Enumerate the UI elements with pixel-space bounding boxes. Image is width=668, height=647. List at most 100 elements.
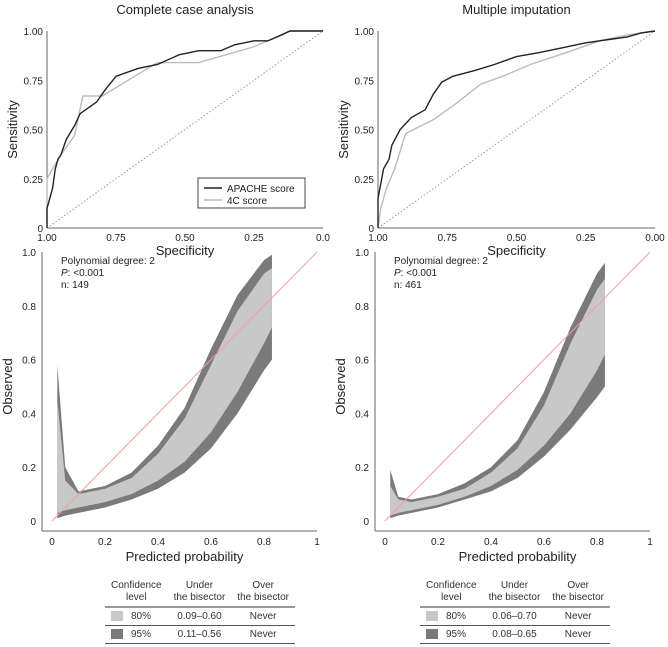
th: the bisector [237,592,289,603]
cell: Never [231,607,295,626]
annotation-n: n: 461 [394,280,422,291]
y-axis-label: Sensitivity [5,100,20,159]
y-tick-label: 0.2 [355,463,369,474]
x-tick-label: 0.50 [175,233,195,244]
y-tick-label: 0.4 [355,409,369,420]
x-tick-label: 1 [647,537,653,548]
y-tick-label: 0 [30,517,36,528]
table-row: 80% 0.09–0.60 Never [105,607,295,626]
bisector-line [384,251,651,522]
y-tick-label: 0.2 [22,463,36,474]
x-axis-label: Predicted probability [126,549,244,564]
y-tick-label: 1.0 [355,248,369,259]
x-tick-label: 0.8 [257,537,271,548]
th-level: Confidence level [105,580,168,608]
x-tick-label: 1 [314,537,320,548]
swatch-80 [426,611,438,622]
y-tick-label: 0.75 [355,76,375,87]
th: the bisector [552,592,604,603]
table-row: 95% 0.08–0.65 Never [420,625,610,644]
cell: 0.11–0.56 [167,625,232,644]
y-tick-label: 0.75 [24,76,44,87]
x-tick-label: 0.2 [431,537,445,548]
th: the bisector [488,592,541,603]
swatch-95 [426,629,438,640]
th: Confidence [426,580,477,591]
annotation-n: n: 149 [61,280,89,291]
x-axis-label: Predicted probability [459,549,577,564]
x-tick-label: 0.25 [576,233,596,244]
x-tick-label: 0.25 [244,233,264,244]
roc-curve-apache [46,30,323,228]
ci-table-right: Confidence level Under the bisector Over th… [420,580,610,644]
cell: Never [546,625,610,644]
x-tick-label: 0.8 [590,537,604,548]
y-tick-label: 0.4 [22,409,36,420]
y-tick-label: 0.25 [24,175,44,186]
x-tick-label: 1.00 [37,233,57,244]
cell: Never [546,607,610,626]
y-axis-label: Sensitivity [336,100,351,159]
y-tick-label: 0 [37,224,43,235]
x-axis-label: Specificity [156,243,215,258]
th-level: Confidence level [420,580,483,608]
chart-title: Multiple imputation [462,2,570,17]
cell: 0.06–0.70 [482,607,547,626]
y-tick-label: 0 [363,517,369,528]
legend-label-4c: 4C score [227,196,267,207]
cell: 0.08–0.65 [482,625,547,644]
cell: 95% [446,629,467,640]
roc-curve-apache [377,30,656,228]
ci80-band [57,268,272,513]
y-tick-label: 1.0 [22,248,36,259]
x-tick-label: 0.4 [151,537,165,548]
th: level [441,592,462,603]
x-tick-label: 1.00 [368,233,388,244]
th: the bisector [173,592,226,603]
cell: 0.09–0.60 [167,607,232,626]
th-under: Under the bisector [167,580,232,608]
y-tick-label: 1.00 [355,27,375,38]
th: Under [500,580,529,591]
th-over: Over the bisector [546,580,610,608]
th-under: Under the bisector [482,580,547,608]
cell: 80% [446,611,467,622]
y-tick-label: 0 [368,224,374,235]
y-tick-label: 1.00 [24,27,44,38]
y-tick-label: 0.6 [22,356,36,367]
x-tick-label: 0.00 [645,233,665,244]
x-tick-label: 0.6 [537,537,551,548]
swatch-80 [111,611,123,622]
annotation-p: P: <0.001 [394,268,438,279]
th: Confidence [111,580,162,591]
th: Under [185,580,214,591]
y-tick-label: 0.50 [355,126,375,137]
th-over: Over the bisector [231,580,295,608]
y-tick-label: 0.8 [355,302,369,313]
cell: 95% [131,629,152,640]
y-tick-label: 0.6 [355,356,369,367]
ci80-band [390,278,605,516]
annotation-degree: Polynomial degree: 2 [61,256,155,267]
y-axis-label: Observed [333,358,348,414]
th: level [126,592,147,603]
chart-title: Complete case analysis [116,2,254,17]
ci-table-left: Confidence level Under the bisector Over th… [105,580,295,644]
bisector-line [51,251,318,522]
y-tick-label: 0.8 [22,302,36,313]
x-tick-label: 0.6 [204,537,218,548]
y-axis-label: Observed [0,358,15,414]
x-tick-label: 0.2 [98,537,112,548]
reference-diagonal [377,30,656,229]
th: Over [252,580,274,591]
x-tick-label: 0.75 [106,233,126,244]
x-axis-label: Specificity [487,243,546,258]
roc-curve-4c [377,30,656,229]
legend [197,177,306,209]
x-tick-label: 0 [49,537,55,548]
reference-diagonal [46,30,324,229]
y-tick-label: 0.25 [355,175,375,186]
x-tick-label: 0 [382,537,388,548]
